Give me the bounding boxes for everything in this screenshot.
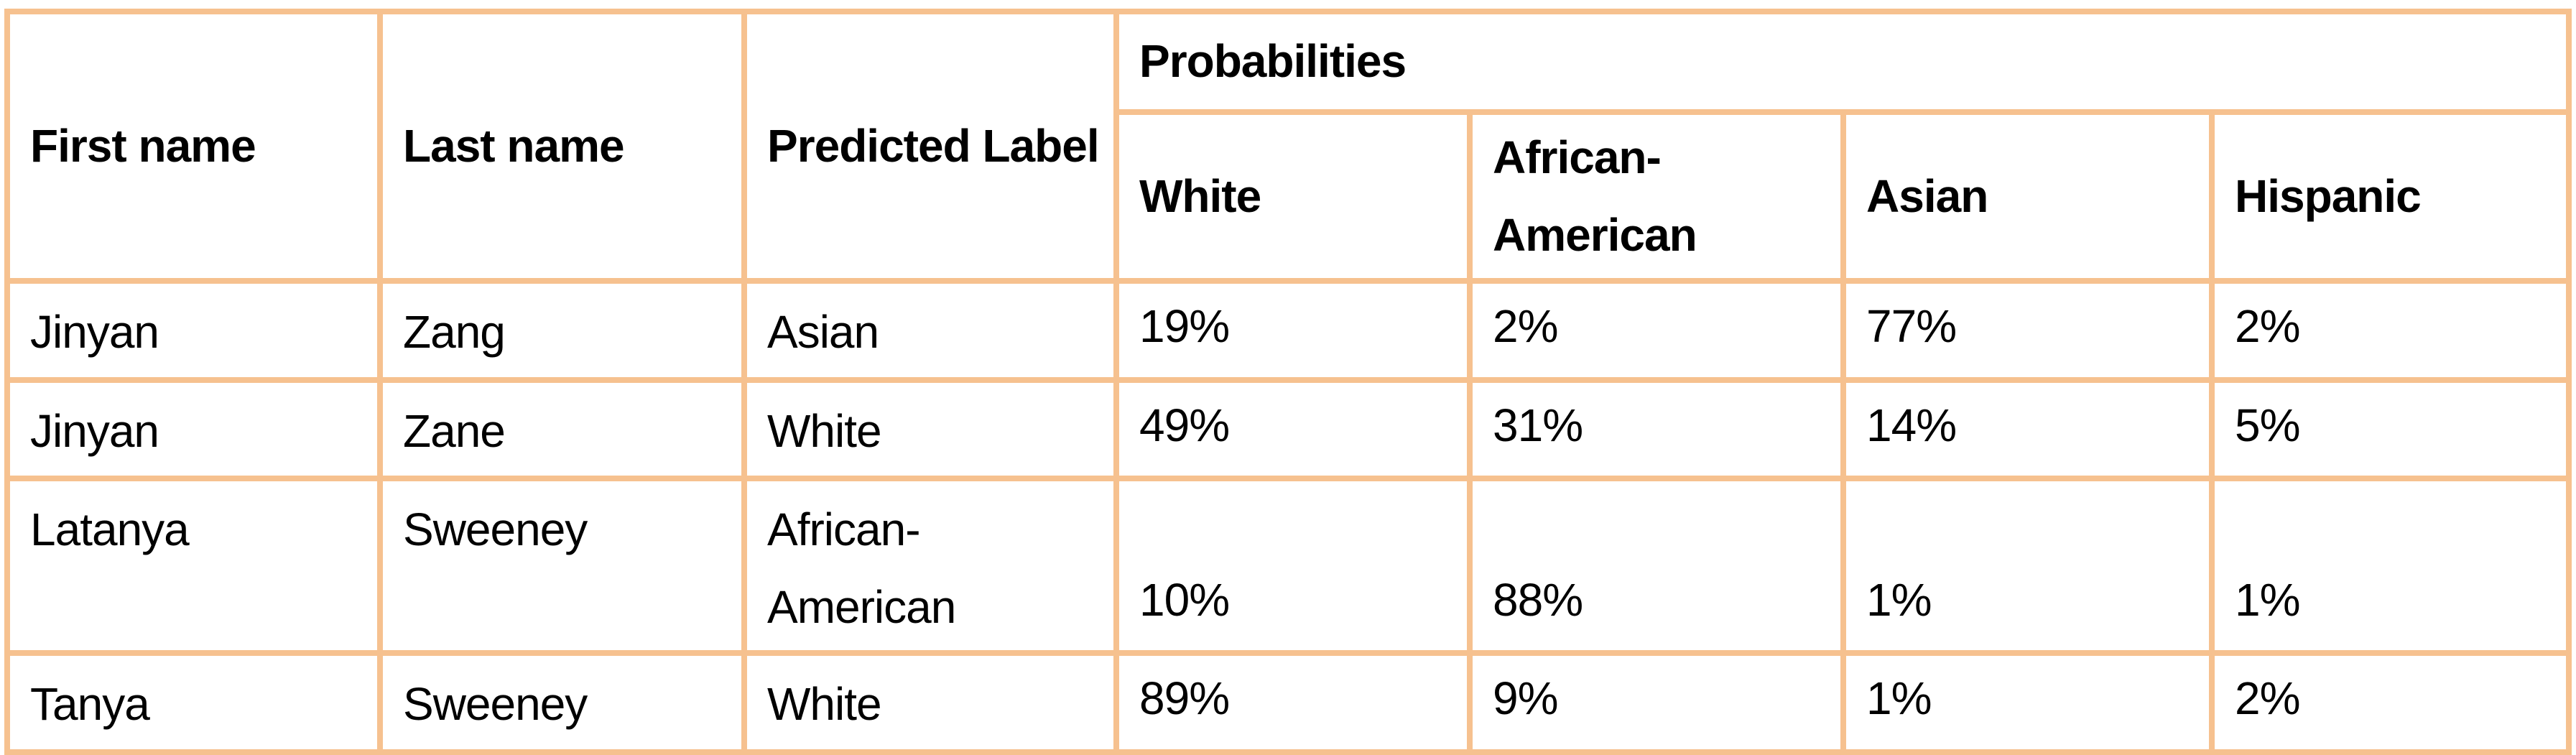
table-row: Tanya Sweeney White 89% 9% 1% 2% bbox=[4, 650, 2572, 755]
cell-prob-asian: 77% bbox=[1840, 278, 2215, 383]
cell-prob-hispanic: 1% bbox=[2208, 476, 2572, 657]
header-row-sub: White African-American Asian Hispanic bbox=[7, 108, 2572, 284]
cell-prob-african-american: 88% bbox=[1467, 476, 1846, 657]
table-row: Latanya Sweeney African-American 10% 88%… bbox=[4, 476, 2572, 657]
header-prob-white: White bbox=[1113, 108, 1473, 284]
header-last-name: Last name bbox=[377, 8, 747, 284]
table-row: Jinyan Zang Asian 19% 2% 77% 2% bbox=[4, 278, 2572, 383]
header-prob-asian: Asian bbox=[1840, 108, 2215, 284]
cell-prob-white: 89% bbox=[1113, 650, 1473, 755]
header-row-top: First name Last name Predicted Label Pro… bbox=[4, 8, 2572, 284]
header-probabilities: Probabilities bbox=[1113, 9, 2572, 115]
table-row: Jinyan Zane White 49% 31% 14% 5% bbox=[4, 376, 2572, 482]
cell-last-name: Sweeney bbox=[377, 650, 747, 755]
cell-predicted-label: White bbox=[741, 376, 1119, 482]
cell-prob-hispanic: 2% bbox=[2208, 650, 2572, 755]
prediction-probability-table: First name Last name Predicted Label Pro… bbox=[4, 8, 2572, 755]
cell-prob-asian: 1% bbox=[1840, 650, 2215, 755]
cell-first-name: Latanya bbox=[4, 476, 383, 657]
cell-prob-white: 10% bbox=[1113, 476, 1473, 657]
cell-first-name: Tanya bbox=[4, 650, 383, 755]
cell-prob-asian: 1% bbox=[1840, 476, 2215, 657]
cell-first-name: Jinyan bbox=[4, 278, 383, 383]
cell-last-name: Zang bbox=[377, 278, 747, 383]
cell-prob-white: 19% bbox=[1113, 278, 1473, 383]
header-prob-african-american: African-American bbox=[1467, 108, 1846, 284]
cell-last-name: Zane bbox=[377, 376, 747, 482]
cell-prob-hispanic: 5% bbox=[2208, 376, 2572, 482]
cell-last-name: Sweeney bbox=[377, 476, 747, 657]
cell-prob-asian: 14% bbox=[1840, 376, 2215, 482]
cell-prob-african-american: 31% bbox=[1467, 376, 1846, 482]
cell-prob-hispanic: 2% bbox=[2208, 278, 2572, 383]
cell-prob-african-american: 2% bbox=[1467, 278, 1846, 383]
cell-predicted-label: White bbox=[741, 650, 1119, 755]
cell-prob-african-american: 9% bbox=[1467, 650, 1846, 755]
header-predicted-label: Predicted Label bbox=[741, 8, 1119, 284]
header-first-name: First name bbox=[4, 8, 383, 284]
cell-predicted-label: Asian bbox=[741, 278, 1119, 383]
cell-predicted-label: African-American bbox=[741, 476, 1119, 657]
cell-prob-white: 49% bbox=[1113, 376, 1473, 482]
header-prob-hispanic: Hispanic bbox=[2208, 108, 2572, 284]
cell-first-name: Jinyan bbox=[4, 376, 383, 482]
